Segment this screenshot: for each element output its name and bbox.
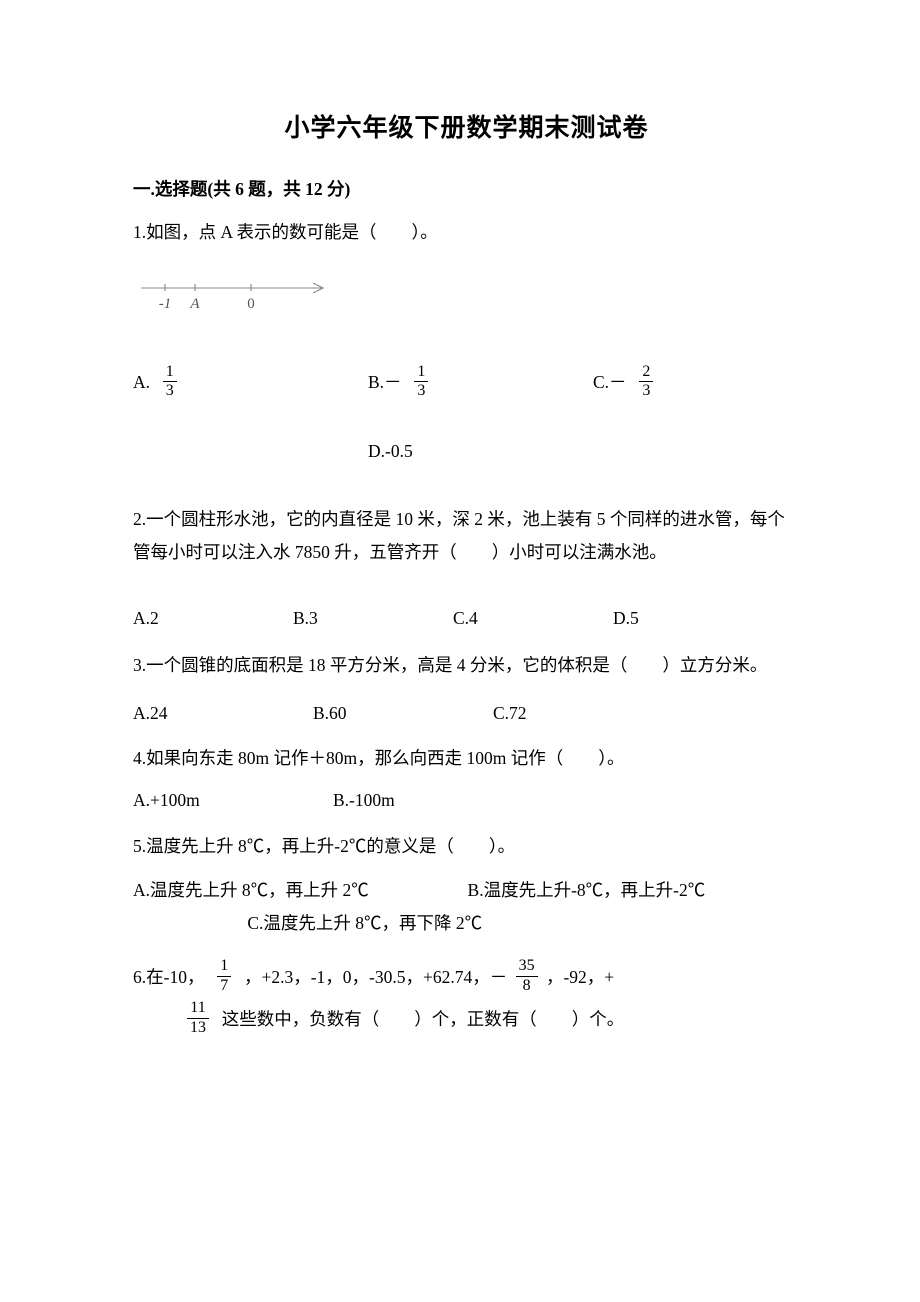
q6-stem-line2: 11 13 这些数中，负数有（ ）个，正数有（ ）个。 [183, 998, 800, 1040]
q2-options: A.2 B.3 C.4 D.5 [133, 604, 800, 634]
frac-den: 13 [187, 1019, 209, 1037]
q6-mid2: ，-92，+ [546, 956, 614, 998]
q2-option-c: C.4 [453, 604, 613, 634]
q6-tail: 这些数中，负数有（ ）个，正数有（ ）个。 [222, 998, 625, 1040]
q2-option-a: A.2 [133, 604, 293, 634]
question-2: 2.一个圆柱形水池，它的内直径是 10 米，深 2 米，池上装有 5 个同样的进… [133, 503, 800, 633]
frac-den: 3 [414, 382, 428, 400]
frac-num: 2 [639, 363, 653, 382]
q1-option-a: A. 1 3 [133, 364, 368, 402]
frac-num: 35 [516, 957, 538, 976]
q4-option-b: B.-100m [333, 786, 395, 816]
q4-option-a: A.+100m [133, 786, 333, 816]
q1-option-c: C.－ 2 3 [593, 364, 657, 402]
frac-num: 1 [163, 363, 177, 382]
exam-title: 小学六年级下册数学期末测试卷 [133, 110, 800, 148]
frac-num: 1 [217, 957, 231, 976]
q2-stem: 2.一个圆柱形水池，它的内直径是 10 米，深 2 米，池上装有 5 个同样的进… [133, 503, 800, 570]
q5-options: A.温度先上升 8℃，再上升 2℃ B.温度先上升-8℃，再上升-2℃ C.温度… [133, 874, 800, 941]
q4-options: A.+100m B.-100m [133, 786, 800, 816]
q5-option-a: A.温度先上升 8℃，再上升 2℃ [133, 880, 369, 900]
q4-stem: 4.如果向东走 80m 记作＋80m，那么向西走 100m 记作（ ）。 [133, 744, 800, 774]
q3-option-a: A.24 [133, 699, 313, 729]
q3-options: A.24 B.60 C.72 [133, 699, 800, 729]
q2-option-b: B.3 [293, 604, 453, 634]
q5-option-c: C.温度先上升 8℃，再下降 2℃ [247, 913, 482, 933]
question-3: 3.一个圆锥的底面积是 18 平方分米，高是 4 分米，它的体积是（ ）立方分米… [133, 649, 800, 728]
svg-text:0: 0 [247, 296, 255, 312]
q3-option-b: B.60 [313, 699, 493, 729]
q3-stem: 3.一个圆锥的底面积是 18 平方分米，高是 4 分米，它的体积是（ ）立方分米… [133, 649, 800, 682]
q1-number-line: -1 A 0 [133, 276, 800, 316]
q1-options-row1: A. 1 3 B.－ 1 3 C.－ 2 3 [133, 364, 800, 402]
q1-optB-prefix: B.－ [368, 368, 402, 398]
q1-optA-prefix: A. [133, 368, 150, 398]
q5-option-b: B.温度先上升-8℃，再上升-2℃ [468, 880, 706, 900]
question-6: 6.在-10， 1 7 ，+2.3，-1，0，-30.5，+62.74，－ 35… [133, 956, 800, 1040]
frac-den: 8 [516, 977, 538, 995]
question-5: 5.温度先上升 8℃，再上升-2℃的意义是（ ）。 A.温度先上升 8℃，再上升… [133, 832, 800, 940]
q6-stem-line1: 6.在-10， 1 7 ，+2.3，-1，0，-30.5，+62.74，－ 35… [133, 956, 800, 998]
q6-pre: 6.在-10， [133, 956, 204, 998]
q1-option-d: D.-0.5 [368, 437, 800, 467]
frac-den: 7 [217, 977, 231, 995]
number-line-svg: -1 A 0 [133, 276, 333, 316]
question-4: 4.如果向东走 80m 记作＋80m，那么向西走 100m 记作（ ）。 A.+… [133, 744, 800, 816]
fraction-icon: 2 3 [639, 363, 653, 401]
frac-den: 3 [163, 382, 177, 400]
q1-stem: 1.如图，点 A 表示的数可能是（ ）。 [133, 218, 800, 248]
svg-text:-1: -1 [159, 296, 172, 312]
q2-option-d: D.5 [613, 604, 639, 634]
section-1-header: 一.选择题(共 6 题，共 12 分) [133, 176, 800, 202]
fraction-icon: 1 7 [217, 957, 231, 995]
q1-option-b: B.－ 1 3 [368, 364, 593, 402]
fraction-icon: 1 3 [414, 363, 428, 401]
q3-option-c: C.72 [493, 699, 527, 729]
fraction-icon: 1 3 [163, 363, 177, 401]
fraction-icon: 35 8 [516, 957, 538, 995]
q5-stem: 5.温度先上升 8℃，再上升-2℃的意义是（ ）。 [133, 832, 800, 862]
svg-text:A: A [189, 296, 200, 312]
frac-num: 11 [187, 999, 209, 1018]
frac-num: 1 [414, 363, 428, 382]
q6-mid1: ，+2.3，-1，0，-30.5，+62.74，－ [244, 956, 507, 998]
fraction-icon: 11 13 [187, 999, 209, 1037]
frac-den: 3 [639, 382, 653, 400]
question-1: 1.如图，点 A 表示的数可能是（ ）。 -1 A 0 A. 1 3 B.－ 1 [133, 218, 800, 467]
q1-optC-prefix: C.－ [593, 368, 627, 398]
